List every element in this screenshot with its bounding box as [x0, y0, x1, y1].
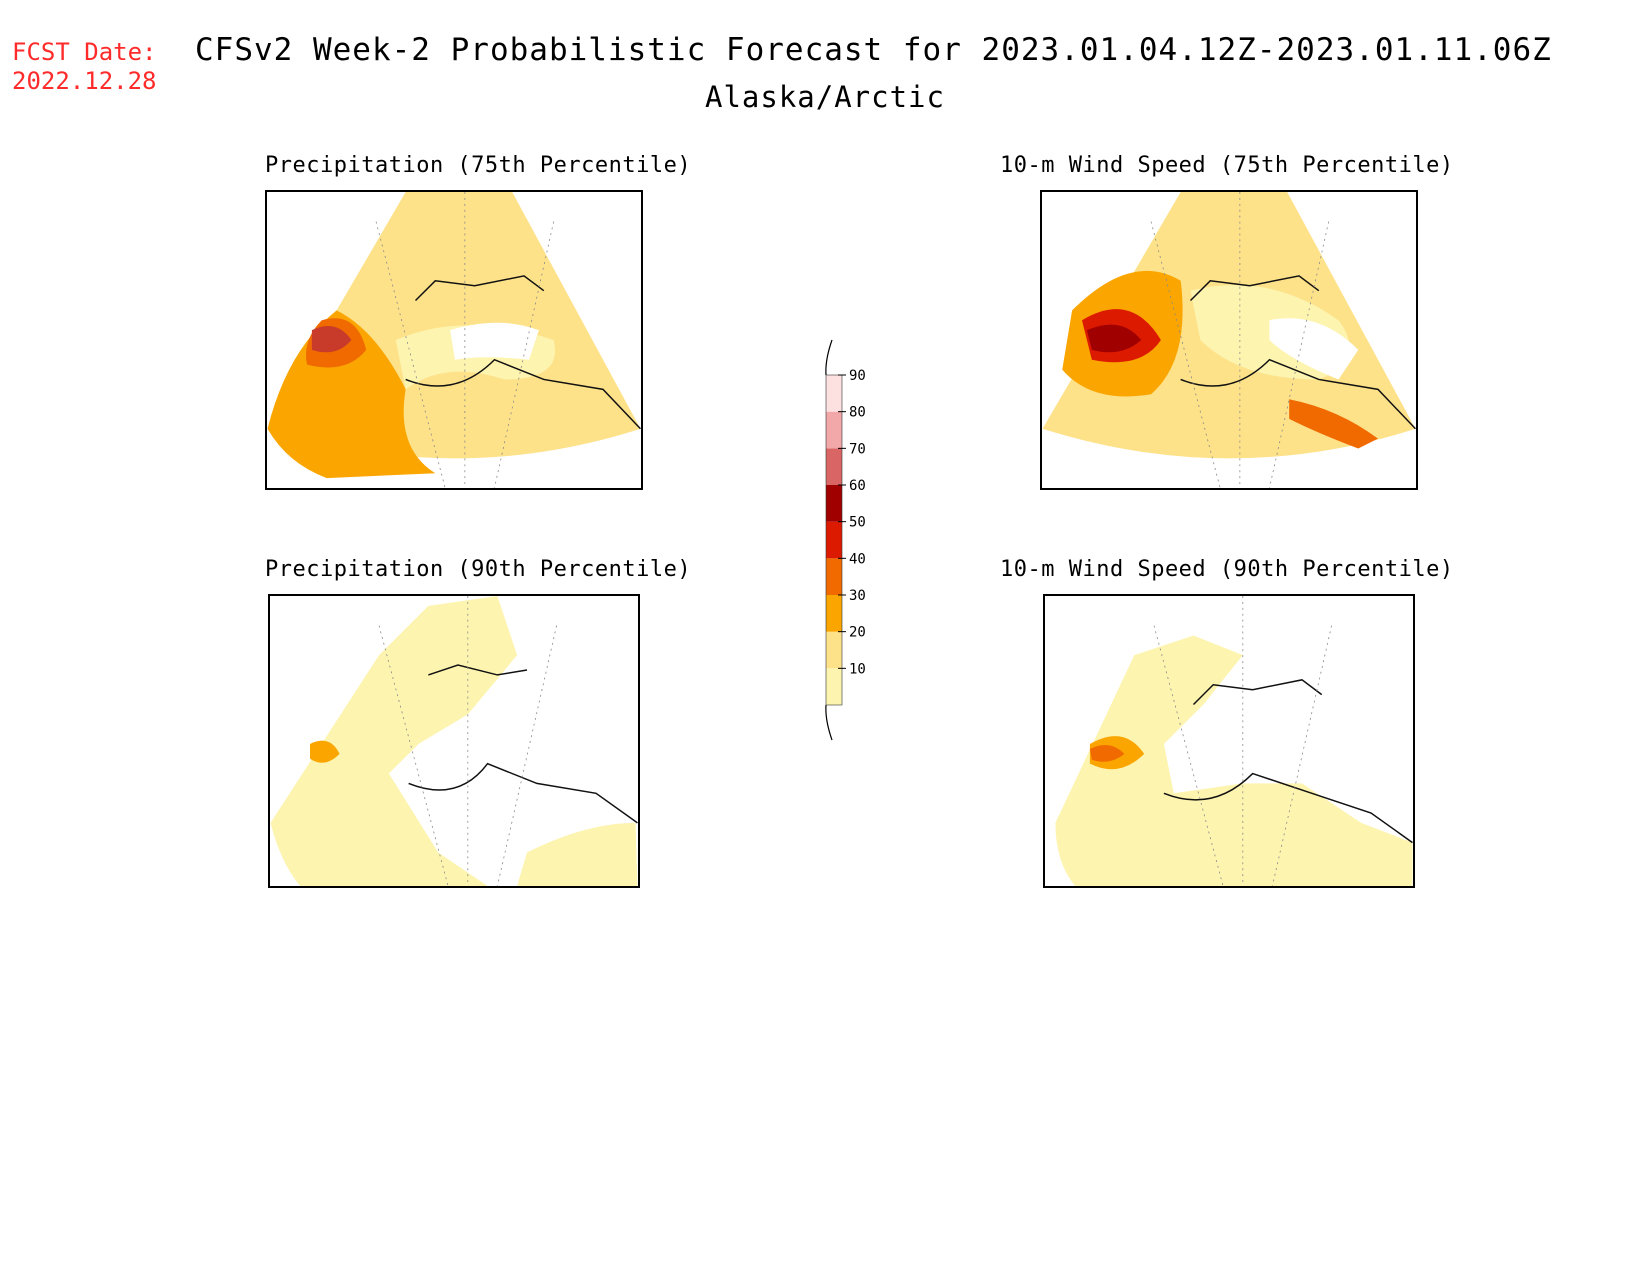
map-precip-90 [268, 594, 640, 888]
coastline [408, 664, 638, 824]
colorbar-tick-label: 80 [849, 405, 866, 421]
graticule [375, 192, 555, 488]
coastline [405, 275, 641, 430]
colorbar-segment [826, 521, 842, 559]
map-wind-75-svg [1042, 192, 1416, 488]
main-title: CFSv2 Week-2 Probabilistic Forecast for … [195, 32, 1552, 68]
map-precip-90-svg [270, 596, 638, 886]
graticule [1153, 596, 1332, 886]
colorbar: 10 20 30 40 50 60 70 80 90 [810, 335, 900, 745]
colorbar-segment [826, 595, 842, 632]
colorbar-segment [826, 375, 842, 412]
high-prob-area [1089, 744, 1125, 762]
mid-prob-area [309, 740, 340, 763]
colorbar-tick-label: 60 [849, 478, 866, 494]
map-wind-90-svg [1055, 596, 1413, 886]
fcst-label: FCST Date: [12, 38, 157, 66]
fcst-date-block: FCST Date: 2022.12.28 [12, 38, 157, 96]
panel-title-wind-90: 10-m Wind Speed (90th Percentile) [1000, 557, 1454, 582]
panel-title-precip-75: Precipitation (75th Percentile) [265, 153, 692, 178]
colorbar-segment [826, 485, 842, 522]
colorbar-svg: 10 20 30 40 50 60 70 80 90 [825, 339, 866, 741]
southeast-high-area [1289, 399, 1378, 449]
map-wind-75 [1040, 190, 1418, 490]
colorbar-tick-label: 10 [849, 661, 866, 677]
colorbar-segment [826, 631, 842, 669]
colorbar-bottom-cap [825, 704, 833, 741]
colorbar-segment [826, 411, 842, 449]
colorbar-tick-label: 90 [849, 368, 866, 384]
no-signal-area [1269, 318, 1359, 380]
colorbar-frame [825, 374, 843, 706]
peak-prob-area [311, 325, 352, 353]
panel-title-wind-75: 10-m Wind Speed (75th Percentile) [1000, 153, 1454, 178]
map-precip-75 [265, 190, 643, 490]
low-prob-area [1055, 635, 1413, 886]
southeast-low-area [517, 822, 638, 886]
colorbar-tick-label: 70 [849, 441, 866, 457]
region-subtitle: Alaska/Arctic [705, 80, 945, 114]
coastline [1163, 679, 1413, 844]
colorbar-tick-label: 40 [849, 551, 866, 567]
colorbar-top-cap [825, 339, 833, 376]
map-precip-75-svg [267, 192, 641, 488]
panel-title-precip-90: Precipitation (90th Percentile) [265, 557, 692, 582]
map-wind-90 [1043, 594, 1415, 888]
graticule [1150, 192, 1330, 488]
coastline [1180, 275, 1416, 430]
graticule [378, 596, 557, 886]
fcst-date: 2022.12.28 [12, 67, 157, 95]
peak-prob-area [1086, 324, 1142, 353]
colorbar-segment [826, 558, 842, 595]
colorbar-segment [826, 668, 842, 705]
colorbar-tick-label: 30 [849, 588, 866, 604]
no-signal-area [450, 322, 539, 360]
low-prob-area [270, 596, 518, 886]
colorbar-tick-label: 20 [849, 625, 866, 641]
colorbar-tick-label: 50 [849, 515, 866, 531]
colorbar-segment [826, 448, 842, 485]
